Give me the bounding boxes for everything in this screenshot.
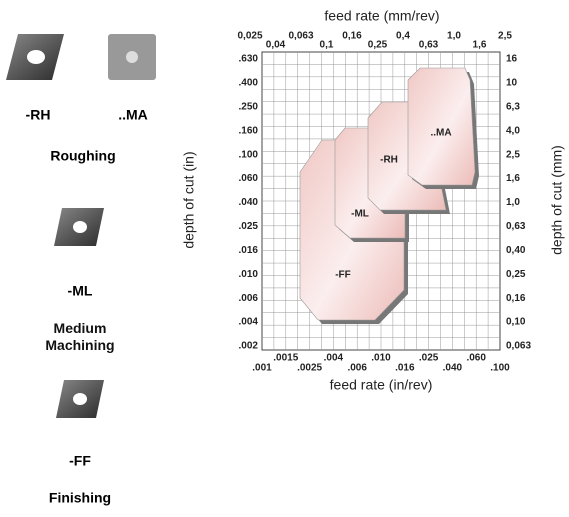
y-tick-label: 1,6 bbox=[506, 173, 520, 184]
insert-label: -RH bbox=[26, 107, 51, 123]
y-tick-label: .016 bbox=[239, 245, 259, 256]
y-tick-label: 10 bbox=[506, 78, 518, 89]
x-tick-label: 0,25 bbox=[368, 40, 388, 51]
insert-icons bbox=[6, 34, 156, 418]
x-tick-label: .004 bbox=[324, 353, 344, 364]
x-tick-label: .006 bbox=[347, 363, 367, 374]
group-label: Medium Machining bbox=[45, 320, 115, 353]
y-tick-label: .040 bbox=[239, 197, 259, 208]
x-tick-label: 1,6 bbox=[473, 40, 487, 51]
y-tick-label: 2,5 bbox=[506, 149, 520, 160]
axis-title: feed rate (mm/rev) bbox=[324, 8, 439, 24]
x-tick-label: .0015 bbox=[273, 353, 298, 364]
region-label: -FF bbox=[335, 270, 351, 281]
x-tick-label: 2,5 bbox=[498, 31, 512, 42]
x-tick-label: 0,025 bbox=[237, 31, 262, 42]
x-tick-label: 0,1 bbox=[320, 40, 334, 51]
y-tick-label: 0,10 bbox=[506, 317, 526, 328]
y-tick-label: 0,25 bbox=[506, 269, 526, 280]
x-tick-label: .010 bbox=[371, 353, 391, 364]
x-tick-label: 0,16 bbox=[342, 31, 362, 42]
x-tick-label: 0,04 bbox=[266, 40, 286, 51]
y-tick-label: 6,3 bbox=[506, 101, 520, 112]
y-tick-label: .025 bbox=[239, 221, 259, 232]
y-tick-label: .006 bbox=[239, 293, 259, 304]
y-tick-label: .160 bbox=[239, 125, 259, 136]
y-tick-label: .400 bbox=[239, 78, 259, 89]
x-tick-label: .001 bbox=[252, 363, 272, 374]
x-tick-label: .016 bbox=[395, 363, 415, 374]
y-tick-label: .002 bbox=[239, 341, 259, 352]
y-tick-label: .004 bbox=[239, 317, 259, 328]
x-tick-label: .025 bbox=[419, 353, 439, 364]
x-tick-label: 1,0 bbox=[447, 31, 461, 42]
y-tick-label: 1,0 bbox=[506, 197, 520, 208]
y-tick-label: .010 bbox=[239, 269, 259, 280]
region-label: -ML bbox=[351, 209, 369, 220]
region-label: -RH bbox=[380, 155, 398, 166]
y-tick-label: 0,063 bbox=[506, 341, 531, 352]
x-tick-label: 0,63 bbox=[419, 40, 439, 51]
group-label: Roughing bbox=[50, 148, 115, 164]
group-label: Finishing bbox=[49, 490, 111, 506]
y-tick-label: 4,0 bbox=[506, 125, 520, 136]
y-tick-label: .630 bbox=[239, 54, 259, 65]
y-tick-label: 0,63 bbox=[506, 221, 526, 232]
x-tick-label: .040 bbox=[443, 363, 463, 374]
group-label-box: Medium Machining bbox=[45, 320, 115, 353]
regions bbox=[299, 67, 479, 324]
insert-label: -FF bbox=[69, 453, 91, 469]
y-tick-label: .250 bbox=[239, 101, 259, 112]
x-tick-label: .060 bbox=[466, 353, 486, 364]
axis-title: feed rate (in/rev) bbox=[330, 377, 433, 393]
y-tick-label: .100 bbox=[239, 149, 259, 160]
axis-title: depth of cut (in) bbox=[181, 151, 197, 248]
y-tick-label: 0,40 bbox=[506, 245, 526, 256]
x-tick-label: .100 bbox=[490, 363, 510, 374]
x-tick-label: 0,4 bbox=[396, 31, 410, 42]
y-tick-label: .060 bbox=[239, 173, 259, 184]
axis-title: depth of cut (mm) bbox=[549, 145, 565, 255]
insert-label: -ML bbox=[68, 283, 93, 299]
insert-label: ..MA bbox=[118, 107, 148, 123]
x-tick-label: .0025 bbox=[297, 363, 322, 374]
y-tick-label: 0,16 bbox=[506, 293, 526, 304]
y-tick-label: 16 bbox=[506, 54, 518, 65]
region-label: ..MA bbox=[430, 128, 451, 139]
x-tick-label: 0,063 bbox=[288, 31, 313, 42]
